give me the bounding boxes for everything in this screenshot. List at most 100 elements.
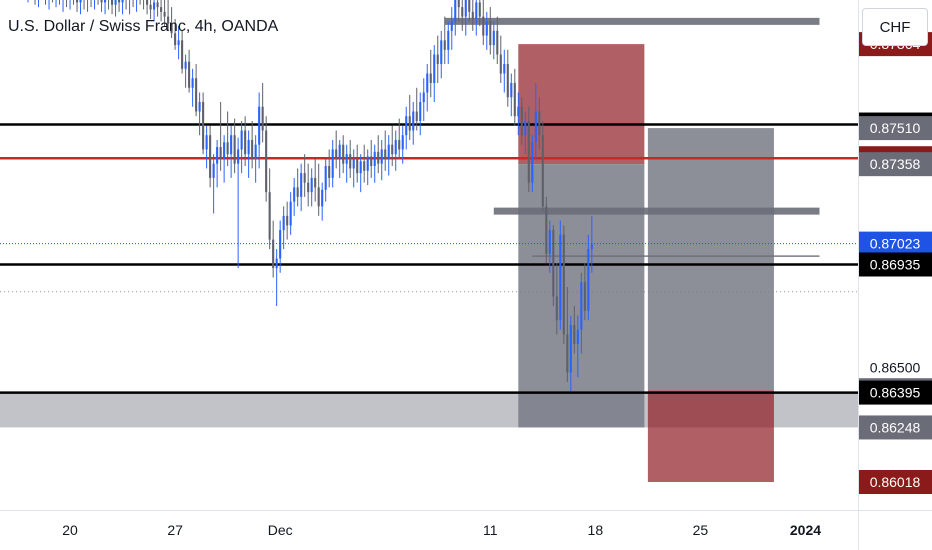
time-axis-label: 18 (588, 522, 604, 538)
candle-body (426, 73, 429, 93)
candle (191, 68, 194, 107)
candle-body (111, 0, 114, 5)
candle-body (489, 21, 492, 46)
candle (534, 83, 537, 159)
candle (275, 249, 278, 306)
candle (398, 118, 401, 159)
candle (352, 149, 355, 188)
candle-body (247, 139, 250, 155)
candle (314, 158, 317, 202)
candle (52, 0, 54, 3)
candle (104, 0, 107, 15)
candle (108, 0, 110, 10)
candle-body (282, 215, 285, 231)
candle-body (454, 0, 457, 22)
candle (363, 144, 366, 183)
candle (506, 49, 509, 107)
candle (94, 0, 96, 10)
stop-zone (647, 390, 774, 483)
price-label-bg (859, 380, 932, 405)
candle-body (436, 54, 439, 65)
candle (338, 139, 341, 178)
price-label-text: 0.87358 (870, 156, 921, 172)
candle-body (118, 0, 121, 3)
candle-body (531, 142, 534, 183)
candle (475, 0, 478, 36)
currency-button[interactable]: CHF (862, 8, 928, 46)
candle-body (345, 154, 348, 164)
candle-body (485, 21, 488, 36)
candle (482, 0, 485, 46)
candle-body (286, 215, 289, 226)
time-axis-divider (0, 510, 932, 511)
candle (195, 64, 198, 117)
candle-body (261, 106, 264, 131)
candle (566, 287, 569, 382)
candle (160, 0, 163, 22)
candle-body (545, 206, 548, 254)
candle-body (352, 158, 355, 169)
time-axis-label: 11 (483, 522, 498, 538)
candle (272, 220, 275, 278)
candle-body (387, 144, 390, 159)
candle-body (468, 0, 471, 12)
candle (394, 130, 397, 171)
candle (321, 182, 324, 221)
candle (87, 0, 89, 12)
candle (538, 97, 541, 150)
price-label-text: 0.86935 (870, 256, 921, 272)
candle-body (562, 234, 565, 335)
candle-body (188, 61, 191, 88)
candle (139, 0, 141, 5)
candle (583, 263, 586, 321)
price-label-bg (859, 116, 932, 141)
candle-body (184, 61, 187, 69)
candle (391, 125, 394, 167)
candle-body (219, 147, 222, 159)
candle (289, 192, 292, 235)
candle-body (552, 230, 555, 297)
price-label-text: 0.86500 (870, 360, 921, 376)
candle (503, 49, 506, 93)
candle-body (398, 139, 401, 150)
candle-body (391, 144, 394, 155)
candle (209, 125, 212, 188)
candle-body (300, 173, 303, 197)
candle (331, 139, 334, 188)
candle-body (433, 54, 436, 84)
price-label-text: 0.87510 (870, 120, 921, 136)
candle-body (517, 106, 520, 117)
candle-body (541, 135, 544, 207)
candle (219, 102, 222, 171)
candle (233, 118, 236, 174)
candle-body (181, 40, 184, 69)
candle (170, 7, 173, 38)
candle (90, 0, 92, 8)
candle (461, 0, 464, 31)
candle-body (534, 111, 537, 143)
candle (27, 0, 29, 3)
price-label-text: 0.86018 (870, 474, 921, 490)
candle-body (412, 111, 415, 131)
candle (251, 120, 254, 169)
candle-body (394, 139, 397, 155)
candle (83, 0, 85, 10)
candle-body (408, 116, 411, 131)
candle (55, 0, 57, 8)
candle-body (499, 54, 502, 74)
candle (517, 92, 520, 136)
candle (433, 45, 436, 102)
candle-body (569, 324, 572, 373)
candle (258, 92, 261, 169)
candle (541, 120, 544, 212)
candle-body (233, 135, 236, 164)
candle-body (548, 230, 551, 254)
candle (408, 94, 411, 140)
candle (143, 0, 145, 10)
candle-body (314, 177, 317, 188)
candle-body (401, 135, 404, 150)
candle-body (146, 0, 149, 5)
candle-body (205, 135, 208, 150)
candle (125, 0, 127, 10)
